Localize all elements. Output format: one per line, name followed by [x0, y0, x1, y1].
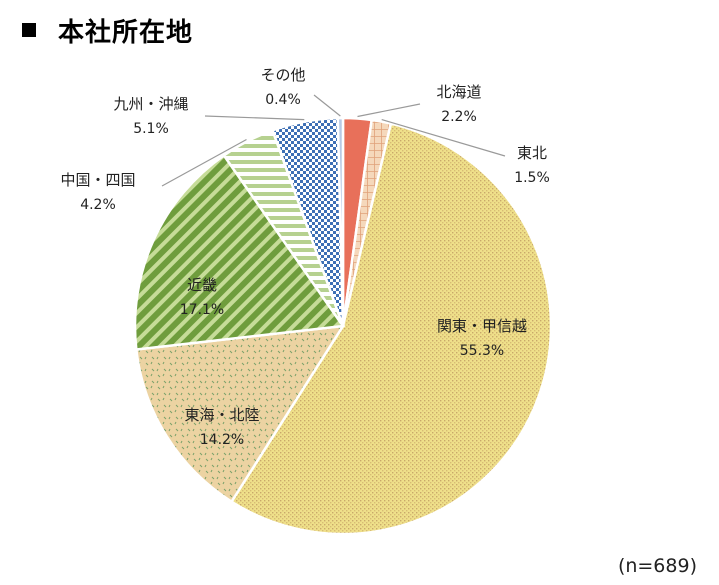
slice-value-label-5: 4.2%: [80, 197, 116, 213]
slice-value-label-7: 0.4%: [265, 92, 301, 108]
leader-line-5: [161, 138, 247, 187]
leader-line-7: [313, 94, 341, 117]
pie-slice-7: [336, 116, 345, 327]
slice-label-4: 近畿: [187, 276, 217, 294]
pie-slice-2: [229, 122, 553, 536]
title-bullet-icon: [22, 23, 36, 37]
slice-label-0: 北海道: [436, 83, 481, 101]
chart-title: 本社所在地: [58, 17, 194, 48]
sample-size-note: (n=689): [617, 555, 697, 577]
slice-label-2: 関東・甲信越: [437, 317, 527, 335]
slice-value-label-2: 55.3%: [460, 343, 504, 359]
slice-label-7: その他: [260, 66, 305, 84]
slice-label-1: 東北: [517, 144, 547, 162]
slice-value-label-4: 17.1%: [180, 302, 224, 318]
pie-slice-4: [133, 153, 346, 351]
slice-label-5: 中国・四国: [60, 171, 135, 189]
pie-slice-3: [134, 324, 346, 504]
slice-label-6: 九州・沖縄: [113, 95, 188, 113]
slice-value-label-1: 1.5%: [514, 170, 550, 186]
slice-value-label-3: 14.2%: [200, 432, 244, 448]
slice-label-3: 東海・北陸: [184, 406, 259, 424]
chart-title-row: 本社所在地: [22, 12, 193, 48]
slice-value-label-6: 5.1%: [133, 121, 169, 137]
leader-line-0: [357, 103, 421, 118]
slice-value-label-0: 2.2%: [441, 109, 477, 125]
leader-line-1: [381, 119, 506, 157]
leader-line-6: [204, 115, 305, 121]
